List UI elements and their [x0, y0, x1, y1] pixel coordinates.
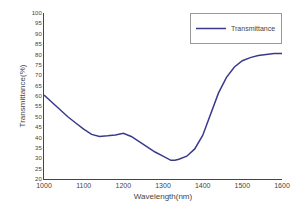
svg-text:1100: 1100 [76, 182, 91, 189]
svg-text:35: 35 [35, 145, 42, 151]
svg-text:Transmittance(%): Transmittance(%) [18, 64, 27, 127]
svg-text:1200: 1200 [116, 182, 132, 189]
svg-text:60: 60 [35, 93, 42, 99]
svg-text:1400: 1400 [195, 182, 211, 189]
svg-text:55: 55 [35, 103, 42, 109]
svg-text:45: 45 [35, 124, 42, 130]
svg-text:30: 30 [35, 155, 42, 161]
svg-text:20: 20 [35, 176, 42, 182]
svg-text:50: 50 [35, 114, 42, 120]
svg-text:Wavelength(nm): Wavelength(nm) [134, 192, 193, 201]
svg-text:1500: 1500 [235, 182, 251, 189]
svg-text:65: 65 [35, 83, 42, 89]
svg-text:1000: 1000 [36, 182, 52, 189]
svg-text:100: 100 [32, 10, 43, 16]
svg-text:90: 90 [35, 31, 42, 37]
svg-text:25: 25 [35, 166, 42, 172]
svg-text:80: 80 [35, 52, 42, 58]
svg-text:40: 40 [35, 135, 42, 141]
svg-text:70: 70 [35, 72, 42, 78]
svg-text:Transmittance: Transmittance [231, 25, 275, 32]
svg-text:75: 75 [35, 62, 42, 68]
svg-text:95: 95 [35, 20, 42, 26]
svg-text:1300: 1300 [155, 182, 171, 189]
svg-text:85: 85 [35, 41, 42, 47]
svg-text:1600: 1600 [274, 182, 290, 189]
